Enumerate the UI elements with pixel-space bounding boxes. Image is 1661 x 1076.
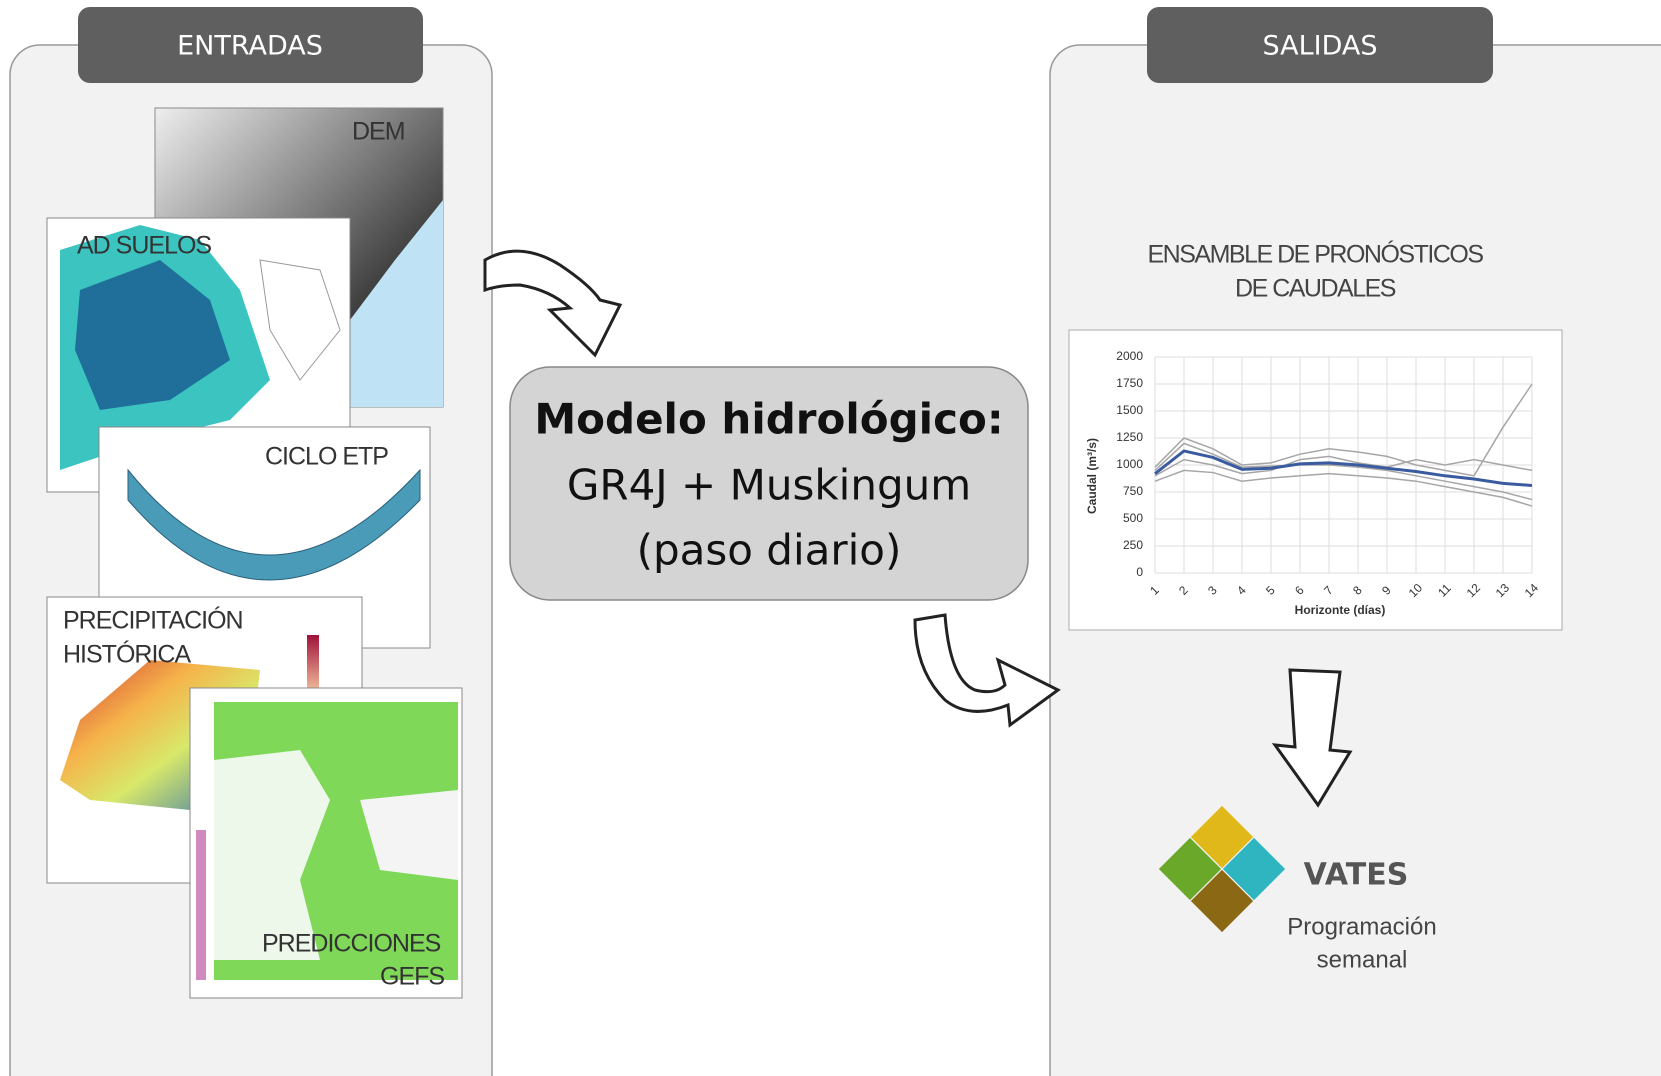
y-tick-label: 1750 [1116,376,1143,390]
logo-subtitle: Programación [1287,913,1436,940]
y-tick-label: 1000 [1116,457,1143,471]
logo-name: VATES [1304,858,1409,893]
map-label: AD SUELOS [77,232,211,260]
arrow [913,613,1061,728]
model-title: Modelo hidrológico: [534,395,1003,444]
y-tick-label: 750 [1123,484,1143,498]
arrow [1271,668,1353,808]
series-line [1154,449,1533,488]
gefs-map: PREDICCIONES GEFS [189,687,463,999]
y-tick-label: 0 [1136,565,1143,579]
map-label: HISTÓRICA [63,640,191,669]
model-box [509,366,1029,601]
inputs-title: ENTRADAS [177,31,323,62]
arrow [483,249,623,358]
y-tick-label: 1500 [1116,403,1143,417]
series-line [1154,469,1533,507]
map-label: CICLO ETP [265,443,388,471]
map-label: DEM [352,118,405,146]
map-label: PRECIPITACIÓN [63,606,243,635]
y-axis-label: Caudal (m³/s) [1085,438,1099,514]
y-tick-label: 250 [1123,538,1143,552]
y-tick-label: 2000 [1116,349,1143,363]
x-axis-label: Horizonte (días) [1295,603,1386,617]
model-text: (paso diario) [637,526,902,575]
logo-subtitle: semanal [1317,946,1408,973]
inputs-tab [78,7,423,83]
outputs-title: SALIDAS [1262,31,1377,62]
map-label: GEFS [380,963,444,991]
chart-title: DE CAUDALES [1235,275,1396,303]
series-line [1154,442,1533,501]
chart-title: ENSAMBLE DE PRONÓSTICOS [1147,240,1483,269]
model-text: GR4J + Muskingum [567,461,971,510]
y-tick-label: 500 [1123,511,1143,525]
map-label: PREDICCIONES [262,930,441,958]
y-tick-label: 1250 [1116,430,1143,444]
vates-logo [1158,805,1286,933]
series-line [1154,455,1533,477]
series-line [1154,383,1533,477]
outputs-tab [1147,7,1493,83]
